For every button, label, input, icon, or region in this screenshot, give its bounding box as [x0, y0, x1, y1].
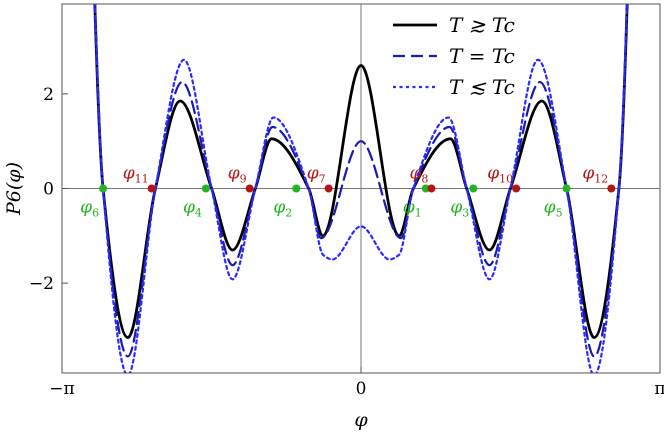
root-marker-6 — [99, 184, 108, 193]
root-label-6: φ6 — [80, 198, 99, 220]
y-tick-label: −2 — [29, 274, 54, 294]
root-label-10: φ10 — [487, 164, 513, 186]
curves — [93, 4, 629, 373]
x-tick-label: π — [654, 379, 664, 399]
root-label-2: φ2 — [273, 198, 292, 220]
y-tick-label: 2 — [43, 85, 54, 105]
root-label-1: φ1 — [403, 198, 422, 220]
root-label-8: φ8 — [410, 164, 429, 186]
legend-label-1: T ≳ Tc — [449, 13, 515, 37]
root-label-9: φ9 — [228, 164, 247, 186]
x-tick-label: 0 — [356, 379, 367, 399]
root-marker-4 — [201, 184, 210, 193]
root-marker-9 — [245, 184, 254, 193]
root-label-11: φ11 — [123, 164, 149, 186]
series-line-1 — [93, 4, 629, 339]
legend-label-3: T ≲ Tc — [449, 75, 515, 99]
root-marker-10 — [512, 184, 521, 193]
root-marker-2 — [292, 184, 301, 193]
root-label-7: φ7 — [307, 164, 326, 186]
legend-label-2: T = Tc — [449, 44, 515, 68]
legend: T ≳ Tc T = Tc T ≲ Tc — [393, 13, 515, 99]
axis-labels: φ P6(φ) — [3, 162, 368, 431]
root-marker-7 — [324, 184, 333, 193]
root-label-12: φ12 — [582, 164, 608, 186]
root-label-3: φ3 — [450, 198, 469, 220]
series-line-2 — [93, 4, 629, 358]
root-marker-8 — [427, 184, 436, 193]
y-axis-label: P6(φ) — [3, 162, 25, 216]
root-marker-1 — [421, 184, 430, 193]
root-label-4: φ4 — [183, 198, 202, 220]
x-tick-label: −π — [49, 379, 74, 399]
root-marker-5 — [562, 184, 571, 193]
plot-frame: −π 0 π −2 0 2 — [29, 3, 664, 399]
x-axis-label: φ — [354, 409, 368, 431]
root-marker-12 — [607, 184, 616, 193]
roots: φ1 φ2 φ3 φ4 φ5 φ6 φ7 φ8 φ9 φ10 φ11 φ12 — [80, 164, 616, 220]
root-marker-11 — [147, 184, 156, 193]
series-line-3 — [94, 4, 628, 373]
root-label-5: φ5 — [544, 198, 563, 220]
y-tick-label: 0 — [43, 180, 54, 200]
root-marker-3 — [469, 184, 478, 193]
